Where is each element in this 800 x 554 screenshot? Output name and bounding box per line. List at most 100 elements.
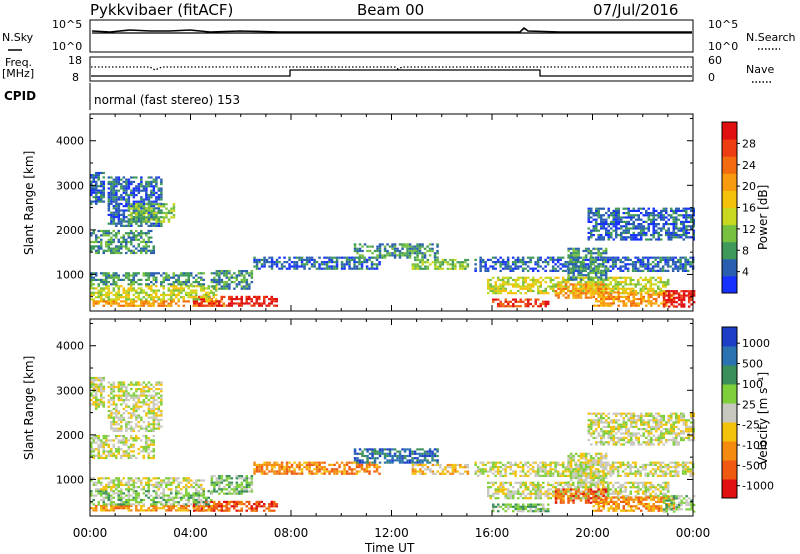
power-cell [368, 245, 372, 248]
velocity-cell [120, 479, 123, 482]
velocity-cell [92, 509, 95, 512]
power-cell [647, 207, 650, 210]
power-cell [90, 285, 93, 288]
power-cell [595, 238, 598, 241]
power-cell [233, 276, 236, 279]
power-cell [145, 198, 148, 201]
velocity-cell [243, 486, 246, 489]
velocity-cell [145, 437, 148, 440]
power-cell [140, 300, 143, 303]
power-cell [117, 222, 121, 225]
velocity-cell [162, 496, 165, 499]
power-cell [100, 243, 103, 246]
power-cell [172, 207, 176, 210]
power-cell [504, 261, 507, 264]
power-cell [110, 238, 113, 241]
power-cell [612, 220, 615, 223]
velocity-cell [172, 498, 175, 502]
velocity-cell [260, 472, 264, 475]
power-cell [640, 234, 643, 237]
power-cell [649, 287, 652, 290]
power-cell [145, 283, 148, 286]
power-cell [416, 256, 419, 259]
power-cell [610, 295, 613, 298]
power-cell [137, 207, 141, 210]
power-cell [278, 261, 281, 264]
power-cell [142, 232, 145, 235]
power-cell [674, 265, 677, 268]
power-cell [172, 293, 175, 297]
velocity-cell [120, 483, 123, 486]
power-cell [617, 223, 620, 226]
power-cell [647, 300, 650, 303]
velocity-cell [140, 390, 143, 393]
power-cell [616, 258, 620, 261]
power-cell [122, 245, 125, 248]
power-cell [240, 287, 244, 290]
power-cell [145, 245, 148, 248]
power-cell [676, 265, 680, 268]
power-cell [670, 216, 673, 219]
power-cell [170, 291, 173, 294]
velocity-cell [137, 416, 141, 419]
power-cell [514, 261, 517, 264]
power-cell [612, 300, 615, 303]
velocity-cell [100, 381, 103, 384]
power-cell [360, 263, 364, 266]
velocity-cell [155, 486, 158, 489]
power-cell [677, 234, 680, 237]
power-cell [625, 212, 628, 215]
power-cell [157, 207, 161, 210]
velocity-cell [140, 394, 143, 397]
power-cell [160, 274, 163, 277]
power-cell [416, 254, 419, 257]
velocity-cell [160, 507, 163, 510]
velocity-cell [155, 412, 158, 415]
velocity-cell [90, 385, 93, 388]
velocity-cell [233, 505, 236, 508]
power-cell [92, 283, 95, 286]
power-cell [95, 238, 98, 241]
power-cell [594, 271, 598, 275]
power-cell [675, 220, 678, 223]
power-cell [167, 218, 171, 221]
power-cell [509, 292, 512, 295]
power-cell [145, 183, 148, 186]
power-cell [195, 278, 198, 281]
velocity-cell [200, 501, 203, 504]
power-cell [654, 292, 657, 295]
power-cell [524, 292, 527, 295]
velocity-cell [92, 396, 95, 399]
power-cell [602, 289, 605, 293]
velocity-cell [152, 441, 155, 444]
power-cell [620, 300, 623, 303]
velocity-cell [95, 376, 98, 380]
velocity-cell [192, 481, 195, 484]
power-cell [631, 267, 635, 270]
velocity-cell [137, 486, 140, 489]
power-cell [195, 302, 198, 305]
power-cell [675, 296, 678, 299]
velocity-cell [135, 416, 138, 419]
power-cell [647, 216, 650, 219]
power-cell [172, 287, 175, 290]
power-cell [584, 290, 588, 293]
velocity-cell [105, 503, 108, 506]
velocity-cell [190, 483, 193, 486]
power-cell [672, 220, 675, 223]
power-cell [562, 294, 565, 297]
velocity-cell [135, 504, 138, 508]
power-cell [604, 258, 607, 261]
power-cell [579, 271, 583, 275]
velocity-cell [157, 481, 160, 484]
power-cell [135, 176, 138, 179]
velocity-cell [152, 423, 156, 426]
power-cell [135, 251, 138, 255]
power-cell [617, 207, 620, 210]
power-cell [680, 234, 683, 237]
power-cell [155, 216, 158, 219]
power-cell [403, 243, 407, 246]
power-cell [649, 256, 652, 259]
power-cell [619, 269, 622, 272]
power-cell [195, 281, 198, 284]
